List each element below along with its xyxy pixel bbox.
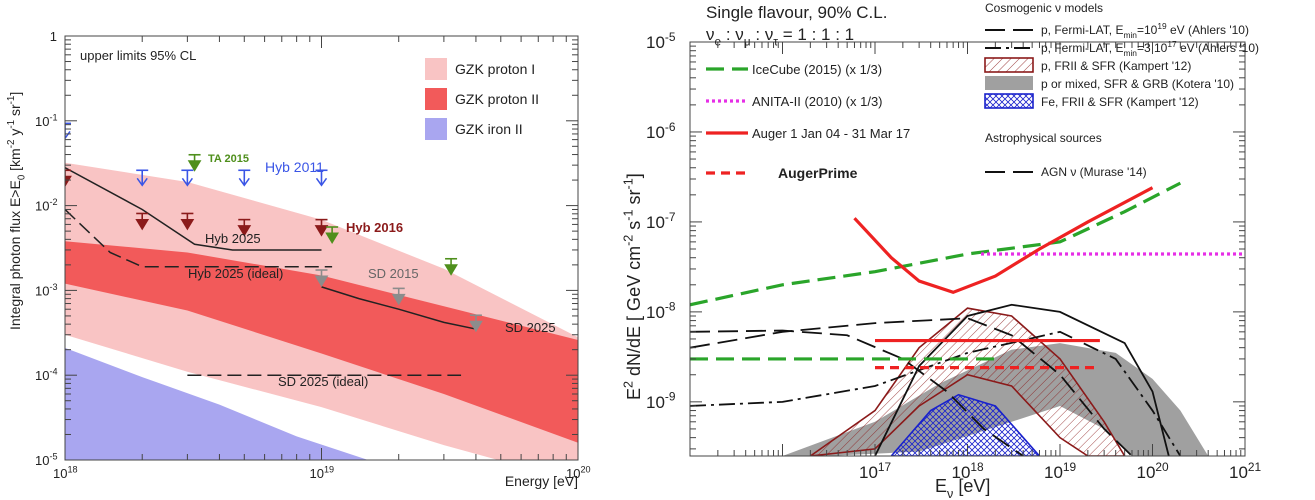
left-x-tick-label: 1019​ [310, 465, 335, 481]
left-y-axis-label: Integral photon flux E>E0​ [km-2​ y-1​ s… [6, 92, 27, 330]
right-x-tick-label: 1018​ [952, 460, 985, 482]
upper-limit-ta-2015-2 [444, 257, 458, 276]
right-y-tick-label: 10-5​ [646, 30, 676, 52]
right-y-tick-label: 10-8​ [646, 300, 676, 322]
right-y-tick-label: 10-7​ [646, 210, 676, 232]
left-y-tick-label: 1 [50, 29, 57, 44]
upper-limit-hyb-2016-4 [314, 218, 329, 237]
right-x-tick-label: 1019​ [1044, 460, 1077, 482]
right-title: Single flavour, 90% C.L. [706, 3, 887, 22]
band-gzk-iron-ii [65, 347, 369, 460]
left-y-tick-label: 10-2​ [35, 197, 58, 213]
legend-label: ANITA-II (2010) (x 1/3) [752, 94, 883, 109]
line-icecube-2015-x-1-3- [690, 181, 1182, 307]
legend-swatch [425, 118, 447, 140]
left-ticks [64, 36, 578, 461]
label-ta-2015: TA 2015 [208, 153, 249, 165]
left-y-tick-label: 10-1​ [35, 112, 58, 128]
legend-header-cosmogenic: Cosmogenic ν models [985, 1, 1103, 15]
line-hyb-2025-ideal- [65, 208, 333, 268]
left-y-tick-label: 10-5​ [35, 452, 58, 468]
left-plot-area [65, 122, 578, 460]
right-y-tick-label: 10-9​ [646, 390, 676, 412]
legend-label: p or mixed, SFR & GRB (Kotera '10) [1041, 77, 1234, 91]
upper-limit-sd-2015-1 [391, 287, 406, 306]
upper-limit-sd-2015-2 [469, 314, 483, 333]
left-x-tick-label: 1020​ [566, 465, 591, 481]
right-x-tick-label: 1021​ [1229, 460, 1262, 482]
label-sd-2015: SD 2015 [368, 266, 419, 281]
legend-swatch [985, 76, 1033, 90]
legend-label: p, Fermi-LAT, Emin​=3 1017​ eV (Ahlers '… [1041, 39, 1259, 58]
upper-limit-hyb-2011-2 [181, 169, 194, 187]
legend-label: IceCube (2015) (x 1/3) [752, 62, 882, 77]
legend-header-astrophysical: Astrophysical sources [985, 131, 1102, 145]
band-gzk-proton-ii [65, 241, 578, 443]
upper-limit-hyb-2011-3 [238, 169, 251, 187]
legend-label: AGN ν (Murase '14) [1041, 165, 1147, 179]
label-hyb-2011: Hyb 2011 [265, 159, 324, 175]
label-sd-2025-ideal: SD 2025 (ideal) [278, 374, 368, 389]
right-x-tick-label: 1017​ [859, 460, 892, 482]
label-hyb-2016: Hyb 2016 [346, 220, 403, 235]
upper-limit-hyb-2016-2 [180, 212, 195, 231]
upper-limit-hyb-2016-1 [135, 212, 150, 231]
label-sd-2025: SD 2025 [505, 320, 556, 335]
right-x-tick-label: 1020​ [1137, 460, 1170, 482]
left-y-tick-label: 10-3​ [35, 282, 58, 298]
left-x-axis-label: Energy [eV] [505, 473, 578, 489]
line-hyb-2025 [65, 167, 322, 251]
upper-limit-hyb-2011-4 [315, 169, 328, 187]
label-hyb-2025-ideal: Hyb 2025 (ideal) [188, 266, 283, 281]
upper-limit-ta-2015-0 [187, 153, 202, 172]
right-x-axis-label: Eν​ [eV] [935, 476, 990, 500]
label-hyb-2025: Hyb 2025 [205, 231, 261, 246]
right-ticks [689, 42, 1245, 456]
right-ratio-label: νe​ : νμ​ : ντ​ = 1 : 1 : 1 [706, 25, 854, 48]
legend-swatch [984, 93, 1034, 109]
legend-label: Auger 1 Jan 04 - 31 Mar 17 [752, 126, 910, 141]
left-annotation: upper limits 95% CL [80, 48, 196, 63]
legend-label: GZK iron II [455, 121, 523, 137]
right-plot-area [690, 181, 1245, 456]
legend-swatch [425, 88, 447, 110]
band-kampert-p [809, 307, 1126, 456]
legend-label: p, Fermi-LAT, Emin​=1019​ eV (Ahlers '10… [1041, 21, 1249, 40]
right-y-tick-label: 10-6​ [646, 120, 676, 142]
legend-label: Fe, FRII & SFR (Kampert '12) [1041, 95, 1199, 109]
legend-label: GZK proton I [455, 61, 535, 77]
upper-limit-hyb-2016-0 [65, 169, 72, 188]
legend-swatch [425, 58, 447, 80]
left-y-tick-label: 10-4​ [35, 367, 58, 383]
right-y-axis-label: E2​ dN/dE [ GeV cm-2​ s-1​ sr-1​] [621, 173, 644, 400]
legend-swatch [984, 57, 1034, 73]
line-p-fermi-lat-emin-10-19-ev-ahlers-10- [690, 329, 1024, 456]
line-sd-2025 [321, 286, 477, 330]
upper-limit-hyb-2011-1 [136, 169, 149, 187]
left-x-tick-label: 1018​ [53, 465, 78, 481]
line-p-fermi-lat-emin-3-10-17-ev-ahlers-10- [690, 330, 1182, 456]
line-auger-1-jan-04-31-mar-17 [853, 186, 1154, 295]
upper-limit-sd-2015-0 [314, 269, 329, 287]
upper-limit-ta-2015-1 [325, 226, 340, 244]
legend-label: AugerPrime [778, 165, 858, 181]
legend-label: p, FRII & SFR (Kampert '12) [1041, 59, 1191, 73]
legend-label: GZK proton II [455, 91, 539, 107]
upper-limit-hyb-2016-3 [237, 218, 252, 237]
